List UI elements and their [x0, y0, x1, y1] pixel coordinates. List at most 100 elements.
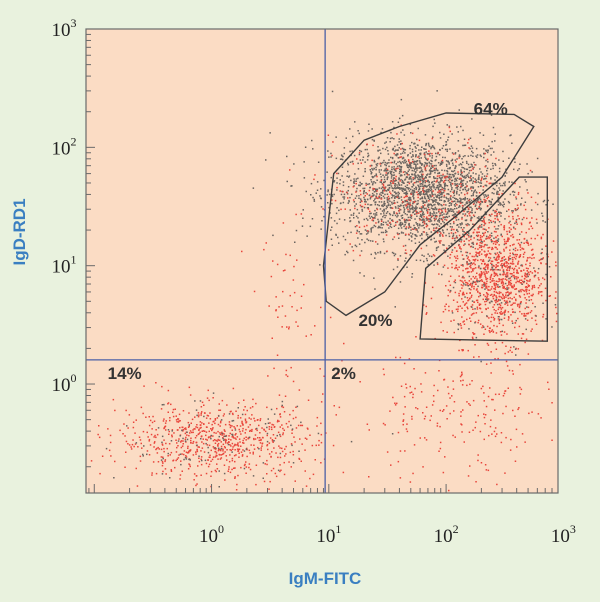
data-point: [263, 248, 265, 251]
data-point: [247, 426, 250, 428]
data-point: [307, 399, 310, 401]
data-point: [470, 278, 472, 280]
data-point: [401, 152, 404, 154]
data-point: [420, 216, 423, 218]
data-point: [367, 208, 370, 210]
data-point: [465, 223, 467, 226]
data-point: [506, 287, 508, 289]
data-point: [424, 167, 427, 170]
data-point: [413, 174, 416, 176]
data-point: [496, 239, 498, 242]
data-point: [483, 244, 486, 246]
data-point: [495, 253, 497, 256]
data-point: [135, 419, 137, 421]
data-point: [496, 252, 499, 254]
data-point: [504, 218, 506, 220]
data-point: [187, 468, 190, 470]
data-point: [493, 304, 496, 306]
data-point: [392, 238, 394, 241]
data-point: [416, 215, 418, 217]
data-point: [422, 193, 425, 195]
data-point: [461, 175, 463, 177]
data-point: [401, 181, 403, 183]
data-point: [398, 187, 401, 189]
data-point: [467, 223, 469, 225]
data-point: [391, 157, 394, 160]
data-point: [523, 216, 525, 219]
data-point: [469, 317, 471, 319]
data-point: [151, 421, 154, 424]
data-point: [501, 257, 504, 259]
data-point: [393, 152, 395, 155]
data-point: [488, 285, 490, 288]
data-point: [410, 229, 412, 231]
data-point: [482, 260, 484, 262]
data-point: [451, 187, 453, 189]
data-point: [451, 395, 453, 397]
data-point: [458, 243, 460, 246]
data-point: [379, 252, 382, 254]
data-point: [469, 206, 471, 208]
data-point: [148, 424, 151, 427]
data-point: [199, 431, 201, 434]
data-point: [363, 275, 365, 277]
data-point: [466, 292, 468, 295]
data-point: [446, 175, 448, 178]
data-point: [445, 176, 447, 178]
data-point: [412, 190, 415, 192]
data-point: [462, 129, 464, 132]
data-point: [357, 177, 359, 180]
data-point: [252, 451, 254, 454]
data-point: [379, 181, 381, 183]
data-point: [455, 236, 458, 239]
data-point: [217, 430, 219, 433]
data-point: [459, 189, 461, 192]
data-point: [161, 443, 164, 445]
data-point: [386, 223, 388, 226]
data-point: [480, 182, 483, 184]
data-point: [412, 396, 414, 399]
data-point: [421, 210, 423, 212]
data-point: [384, 193, 386, 196]
data-point: [405, 191, 408, 193]
data-point: [464, 193, 466, 196]
data-point: [376, 162, 379, 165]
data-point: [296, 309, 298, 312]
data-point: [477, 319, 480, 322]
data-point: [429, 213, 431, 215]
data-point: [238, 438, 241, 440]
data-point: [360, 150, 363, 153]
data-point: [430, 231, 432, 233]
data-point: [459, 205, 461, 208]
data-point: [501, 267, 503, 269]
data-point: [429, 169, 431, 171]
data-point: [415, 188, 417, 191]
data-point: [513, 284, 515, 286]
data-point: [151, 472, 153, 474]
data-point: [499, 295, 501, 298]
data-point: [285, 445, 287, 448]
data-point: [408, 159, 410, 162]
data-point: [453, 228, 455, 231]
data-point: [374, 175, 376, 177]
data-point: [432, 166, 434, 168]
data-point: [382, 238, 385, 240]
data-point: [497, 261, 500, 264]
data-point: [406, 213, 408, 216]
data-point: [333, 180, 336, 182]
data-point: [404, 249, 407, 251]
data-point: [372, 176, 374, 179]
data-point: [489, 387, 491, 389]
data-point: [525, 302, 527, 304]
data-point: [444, 218, 446, 221]
data-point: [530, 196, 533, 198]
data-point: [300, 213, 303, 215]
data-point: [335, 233, 337, 236]
data-point: [498, 255, 501, 258]
data-point: [290, 443, 293, 445]
data-point: [472, 270, 474, 272]
data-point: [363, 225, 366, 228]
data-point: [210, 428, 212, 430]
data-point: [160, 448, 163, 451]
data-point: [512, 253, 515, 256]
